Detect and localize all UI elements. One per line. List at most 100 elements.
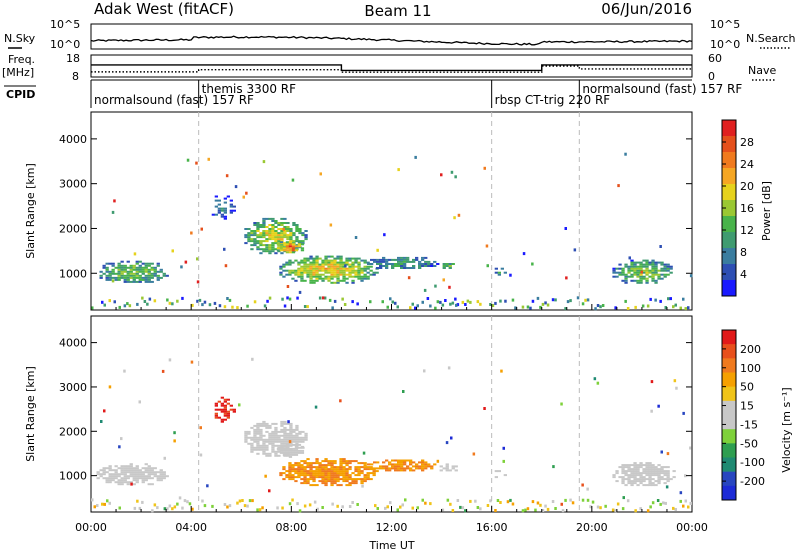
heatmap-cell	[669, 478, 673, 481]
heatmap-cell	[274, 452, 278, 455]
heatmap-cell	[348, 271, 352, 274]
heatmap-cell	[173, 505, 177, 509]
heatmap-cell	[397, 463, 401, 466]
heatmap-cell	[526, 305, 530, 309]
heatmap-cell	[339, 269, 343, 272]
heatmap-cell	[348, 466, 352, 469]
heatmap-cell	[217, 400, 221, 403]
heatmap-cell	[285, 241, 290, 244]
heatmap-cell	[648, 484, 652, 487]
heatmap-cell	[309, 470, 313, 473]
heatmap-cell	[449, 502, 452, 506]
heatmap-cell	[339, 259, 343, 262]
heatmap-cell	[304, 432, 308, 435]
heatmap-cell	[283, 434, 287, 437]
heatmap-cell	[147, 278, 151, 281]
heatmap-cell	[262, 248, 266, 251]
heatmap-cell	[259, 252, 263, 255]
heatmap-cell	[315, 462, 319, 465]
heatmap-cell	[554, 298, 557, 302]
heatmap-cell	[351, 480, 355, 483]
heatmap-cell	[265, 438, 269, 441]
heatmap-cell	[289, 238, 293, 241]
heatmap-cell	[297, 273, 301, 276]
heatmap-cell	[103, 303, 106, 307]
heatmap-cell	[135, 280, 139, 283]
heatmap-cell	[339, 257, 343, 260]
heatmap-cell	[342, 275, 346, 278]
heatmap-cell	[288, 245, 293, 248]
heatmap-cell	[624, 464, 628, 467]
heatmap-cell	[445, 469, 449, 472]
heatmap-cell	[300, 482, 304, 485]
heatmap-cell	[318, 267, 322, 270]
heatmap-cell	[294, 464, 298, 467]
heatmap-cell	[176, 299, 179, 303]
heatmap-cell	[423, 369, 426, 373]
heatmap-cell	[312, 259, 316, 262]
heatmap-cell	[228, 504, 232, 508]
heatmap-cell	[186, 158, 190, 162]
colorbar-tick-label: -50	[740, 437, 758, 450]
heatmap-cell	[348, 474, 352, 477]
heatmap-cell	[351, 269, 355, 272]
heatmap-cell	[253, 434, 257, 437]
heatmap-cell	[375, 470, 379, 473]
heatmap-cell	[324, 482, 328, 485]
heatmap-cell	[624, 466, 628, 469]
heatmap-cell	[279, 273, 283, 276]
heatmap-cell	[166, 507, 169, 511]
heatmap-cell	[306, 257, 310, 260]
heatmap-cell	[639, 482, 643, 485]
heatmap-cell	[144, 266, 148, 269]
heatmap-cell	[286, 432, 290, 435]
heatmap-cell	[642, 271, 646, 274]
heatmap-cell	[675, 386, 678, 390]
heatmap-cell	[397, 256, 401, 259]
heatmap-cell	[354, 275, 358, 278]
heatmap-cell	[203, 504, 207, 508]
heatmap-cell	[102, 469, 106, 472]
heatmap-cell	[228, 298, 232, 302]
heatmap-cell	[360, 478, 364, 481]
heatmap-cell	[386, 505, 389, 509]
heatmap-cell	[298, 432, 302, 435]
heatmap-cell	[253, 432, 257, 435]
heatmap-cell	[654, 265, 658, 268]
heatmap-cell	[147, 262, 151, 265]
heatmap-cell	[639, 267, 643, 270]
heatmap-cell	[654, 281, 658, 284]
heatmap-cell	[651, 474, 655, 477]
heatmap-cell	[427, 263, 431, 265]
heatmap-cell	[123, 270, 127, 273]
heatmap-cell	[684, 474, 687, 478]
heatmap-cell	[132, 278, 136, 281]
heatmap-cell	[144, 270, 148, 273]
heatmap-cell	[636, 267, 640, 270]
heatmap-cell	[120, 483, 124, 486]
heatmap-cell	[636, 478, 640, 481]
heatmap-cell	[276, 243, 281, 246]
heatmap-cell	[651, 482, 655, 485]
heatmap-cell	[247, 228, 251, 230]
heatmap-cell	[250, 232, 254, 235]
heatmap-cell	[117, 272, 121, 275]
heatmap-cell	[256, 428, 260, 431]
heatmap-cell	[282, 275, 286, 278]
heatmap-cell	[636, 275, 640, 278]
heatmap-cell	[642, 263, 646, 266]
heatmap-cell	[312, 271, 316, 274]
heatmap-cell	[636, 261, 640, 264]
heatmap-cell	[336, 470, 340, 473]
heatmap-cell	[285, 245, 290, 248]
heatmap-cell	[345, 269, 349, 272]
heatmap-cell	[283, 422, 287, 425]
heatmap-cell	[280, 420, 284, 423]
heatmap-cell	[288, 273, 292, 276]
heatmap-cell	[288, 440, 292, 444]
heatmap-cell	[294, 462, 298, 465]
heatmap-cell	[144, 276, 148, 279]
heatmap-cell	[366, 478, 370, 481]
heatmap-cell	[621, 267, 625, 270]
